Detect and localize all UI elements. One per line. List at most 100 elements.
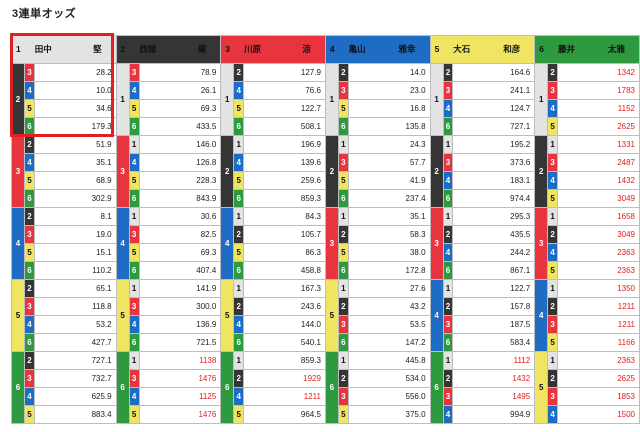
odds-value[interactable]: 82.5	[138, 225, 222, 244]
odds-value[interactable]: 14.0	[347, 63, 431, 82]
odds-value[interactable]: 237.4	[347, 189, 431, 208]
odds-value[interactable]: 86.3	[243, 243, 326, 262]
odds-value[interactable]: 433.5	[138, 117, 222, 136]
odds-value[interactable]: 1152	[557, 99, 640, 118]
odds-value[interactable]: 196.9	[243, 135, 326, 154]
odds-value[interactable]: 458.8	[243, 261, 326, 280]
odds-value[interactable]: 68.9	[33, 171, 117, 190]
odds-value[interactable]: 65.1	[33, 279, 117, 298]
odds-value[interactable]: 195.2	[452, 135, 536, 154]
odds-value[interactable]: 105.7	[243, 225, 326, 244]
odds-value[interactable]: 78.9	[138, 63, 222, 82]
odds-value[interactable]: 23.0	[347, 81, 431, 100]
odds-value[interactable]: 1138	[138, 351, 222, 370]
odds-value[interactable]: 3049	[557, 189, 640, 208]
odds-value[interactable]: 43.2	[347, 297, 431, 316]
odds-value[interactable]: 76.6	[243, 81, 326, 100]
odds-value[interactable]: 407.4	[138, 261, 222, 280]
odds-value[interactable]: 302.9	[33, 189, 117, 208]
odds-value[interactable]: 243.6	[243, 297, 326, 316]
odds-value[interactable]: 228.3	[138, 171, 222, 190]
odds-value[interactable]: 435.5	[452, 225, 536, 244]
odds-value[interactable]: 183.1	[452, 171, 536, 190]
odds-value[interactable]: 373.6	[452, 153, 536, 172]
odds-value[interactable]: 35.1	[347, 207, 431, 226]
odds-value[interactable]: 1658	[557, 207, 640, 226]
odds-value[interactable]: 1495	[452, 387, 536, 406]
odds-value[interactable]: 1929	[243, 369, 326, 388]
odds-value[interactable]: 964.5	[243, 405, 326, 424]
odds-value[interactable]: 625.9	[33, 387, 117, 406]
odds-value[interactable]: 2363	[557, 261, 640, 280]
odds-value[interactable]: 69.3	[138, 243, 222, 262]
odds-value[interactable]: 1350	[557, 279, 640, 298]
odds-value[interactable]: 164.6	[452, 63, 536, 82]
odds-value[interactable]: 1476	[138, 369, 222, 388]
odds-value[interactable]: 187.5	[452, 315, 536, 334]
odds-value[interactable]: 583.4	[452, 333, 536, 352]
odds-value[interactable]: 126.8	[138, 153, 222, 172]
odds-value[interactable]: 58.3	[347, 225, 431, 244]
odds-value[interactable]: 30.6	[138, 207, 222, 226]
odds-value[interactable]: 41.9	[347, 171, 431, 190]
odds-value[interactable]: 300.0	[138, 297, 222, 316]
odds-value[interactable]: 427.7	[33, 333, 117, 352]
odds-value[interactable]: 167.3	[243, 279, 326, 298]
odds-value[interactable]: 732.7	[33, 369, 117, 388]
odds-value[interactable]: 2625	[557, 117, 640, 136]
odds-value[interactable]: 859.3	[243, 351, 326, 370]
odds-value[interactable]: 994.9	[452, 405, 536, 424]
odds-value[interactable]: 1211	[557, 297, 640, 316]
odds-value[interactable]: 124.7	[452, 99, 536, 118]
odds-value[interactable]: 867.1	[452, 261, 536, 280]
odds-value[interactable]: 2363	[557, 351, 640, 370]
odds-value[interactable]: 974.4	[452, 189, 536, 208]
odds-value[interactable]: 8.1	[33, 207, 117, 226]
odds-value[interactable]: 295.3	[452, 207, 536, 226]
odds-value[interactable]: 241.1	[452, 81, 536, 100]
odds-value[interactable]: 135.8	[347, 117, 431, 136]
odds-value[interactable]: 35.1	[33, 153, 117, 172]
odds-value[interactable]: 2625	[557, 369, 640, 388]
odds-value[interactable]: 244.2	[452, 243, 536, 262]
odds-value[interactable]: 3049	[557, 225, 640, 244]
odds-value[interactable]: 1853	[557, 387, 640, 406]
odds-value[interactable]: 1476	[138, 405, 222, 424]
odds-value[interactable]: 375.0	[347, 405, 431, 424]
odds-value[interactable]: 122.7	[452, 279, 536, 298]
odds-value[interactable]: 1211	[243, 387, 326, 406]
odds-value[interactable]: 19.0	[33, 225, 117, 244]
odds-value[interactable]: 136.9	[138, 315, 222, 334]
odds-value[interactable]: 540.1	[243, 333, 326, 352]
odds-value[interactable]: 146.0	[138, 135, 222, 154]
odds-value[interactable]: 127.9	[243, 63, 326, 82]
odds-value[interactable]: 1432	[557, 171, 640, 190]
odds-value[interactable]: 556.0	[347, 387, 431, 406]
odds-value[interactable]: 38.0	[347, 243, 431, 262]
odds-value[interactable]: 1331	[557, 135, 640, 154]
odds-value[interactable]: 1783	[557, 81, 640, 100]
odds-value[interactable]: 122.7	[243, 99, 326, 118]
odds-value[interactable]: 16.8	[347, 99, 431, 118]
odds-value[interactable]: 53.2	[33, 315, 117, 334]
odds-value[interactable]: 508.1	[243, 117, 326, 136]
odds-value[interactable]: 110.2	[33, 261, 117, 280]
odds-value[interactable]: 57.7	[347, 153, 431, 172]
odds-value[interactable]: 118.8	[33, 297, 117, 316]
odds-value[interactable]: 157.8	[452, 297, 536, 316]
odds-value[interactable]: 1112	[452, 351, 536, 370]
odds-value[interactable]: 147.2	[347, 333, 431, 352]
odds-value[interactable]: 259.6	[243, 171, 326, 190]
odds-value[interactable]: 1211	[557, 315, 640, 334]
odds-value[interactable]: 721.5	[138, 333, 222, 352]
odds-value[interactable]: 534.0	[347, 369, 431, 388]
odds-value[interactable]: 1500	[557, 405, 640, 424]
odds-value[interactable]: 2487	[557, 153, 640, 172]
odds-value[interactable]: 26.1	[138, 81, 222, 100]
odds-value[interactable]: 1342	[557, 63, 640, 82]
odds-value[interactable]: 53.5	[347, 315, 431, 334]
odds-value[interactable]: 144.0	[243, 315, 326, 334]
odds-value[interactable]: 445.8	[347, 351, 431, 370]
odds-value[interactable]: 141.9	[138, 279, 222, 298]
odds-value[interactable]: 15.1	[33, 243, 117, 262]
